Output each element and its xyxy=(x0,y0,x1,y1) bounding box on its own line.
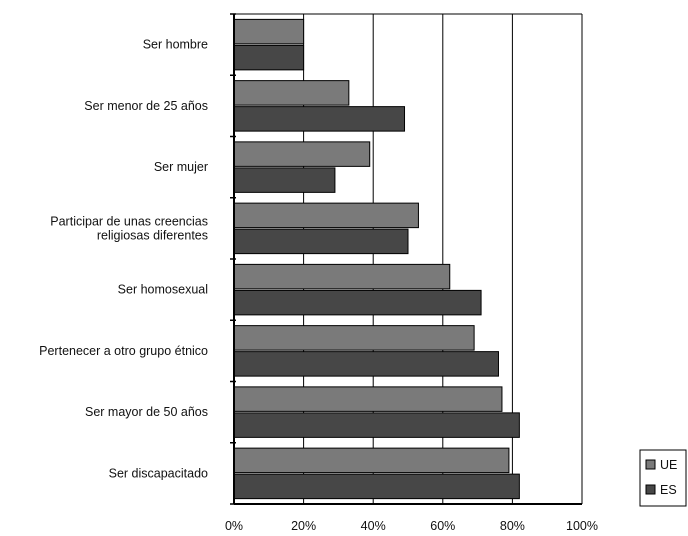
bar-es xyxy=(233,473,520,500)
tick-label: 100% xyxy=(566,519,598,533)
category-label: Ser mujer xyxy=(154,160,208,174)
category-label: Ser discapacitado xyxy=(109,466,208,480)
legend-swatch-ue xyxy=(645,459,656,470)
category-label: Participar de unas creencias xyxy=(50,214,208,228)
bar-es xyxy=(233,106,406,132)
bar-ue xyxy=(233,80,350,106)
category-labels: Ser hombre Ser menor de 25 años Ser mujer P… xyxy=(39,38,208,481)
category-label: Ser hombre xyxy=(143,38,208,52)
category-label: Ser mayor de 50 años xyxy=(85,405,208,419)
bar-es xyxy=(233,167,336,193)
bar-es xyxy=(233,44,305,71)
bar-ue xyxy=(233,263,451,290)
tick-labels: 0% 20% 40% 60% 80% 100% xyxy=(225,519,598,533)
legend-box xyxy=(639,449,687,507)
axes xyxy=(230,13,582,505)
tick-label: 20% xyxy=(291,519,316,533)
bar-ue xyxy=(233,202,419,229)
bar-es xyxy=(233,289,482,316)
tick-label: 80% xyxy=(500,519,525,533)
legend-label-ue: UE xyxy=(660,458,677,472)
bar-ue xyxy=(233,18,305,45)
legend: UE ES xyxy=(639,449,687,507)
category-label: religiosas diferentes xyxy=(97,228,208,242)
bar-es xyxy=(233,412,520,438)
category-label: Pertenecer a otro grupo étnico xyxy=(39,344,208,358)
legend-swatch-es xyxy=(645,484,656,495)
bar-ue xyxy=(233,386,503,412)
category-label: Ser homosexual xyxy=(118,283,208,297)
category-label: Ser menor de 25 años xyxy=(84,99,208,113)
bar-ue xyxy=(233,447,510,474)
legend-label-es: ES xyxy=(660,483,677,497)
bar-ue xyxy=(233,141,371,167)
tick-label: 0% xyxy=(225,519,243,533)
bar-ue xyxy=(233,325,475,351)
bar-es xyxy=(233,351,499,377)
bars xyxy=(233,18,520,500)
tick-label: 40% xyxy=(361,519,386,533)
tick-label: 60% xyxy=(430,519,455,533)
bar-es xyxy=(233,228,409,255)
